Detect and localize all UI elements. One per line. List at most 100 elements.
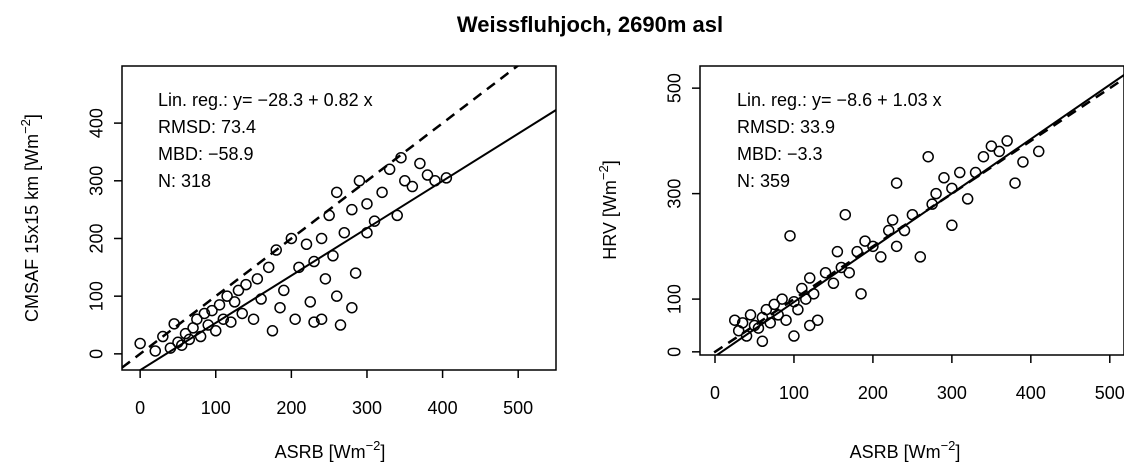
x-axis-label-main: ASRB [Wm: [275, 442, 366, 462]
data-point: [993, 145, 1005, 158]
data-point: [206, 304, 218, 317]
data-point: [804, 319, 816, 332]
data-point: [361, 198, 373, 210]
data-point: [736, 317, 749, 329]
data-point: [368, 215, 381, 227]
data-point: [421, 169, 434, 181]
data-point: [780, 314, 792, 326]
data-point: [228, 296, 241, 308]
x-axis-label-end: ]: [380, 442, 385, 462]
data-point: [315, 313, 328, 325]
data-point: [395, 151, 407, 164]
data-point: [1009, 177, 1021, 189]
y-tick-label: 500: [665, 73, 685, 103]
data-point: [752, 322, 765, 334]
data-point: [213, 299, 226, 311]
data-point: [300, 238, 313, 250]
data-point: [414, 157, 426, 170]
data-point: [855, 288, 867, 300]
plot-area: [708, 74, 1124, 355]
data-point: [835, 261, 848, 274]
x-axis-label-main: ASRB [Wm: [850, 442, 941, 462]
x-tick-label: 400: [1016, 383, 1046, 403]
data-point: [232, 284, 245, 297]
x-tick-label: 200: [858, 383, 888, 403]
data-point: [255, 293, 267, 305]
data-point: [274, 301, 286, 314]
data-point: [898, 224, 911, 237]
data-point: [890, 177, 903, 189]
annotation: N: 318: [158, 171, 211, 191]
data-point: [1001, 135, 1013, 147]
data-point: [349, 267, 362, 279]
data-point: [164, 342, 177, 354]
y-axis-label-sup: −2: [18, 119, 33, 134]
data-point: [179, 327, 192, 340]
data-point: [839, 208, 852, 221]
data-point: [914, 251, 927, 263]
data-point: [867, 240, 879, 253]
data-point: [262, 261, 275, 274]
annotation: MBD: −3.3: [737, 144, 823, 164]
data-point: [875, 251, 887, 263]
y-tick-label: 300: [87, 166, 107, 196]
data-point: [391, 209, 403, 222]
data-point: [247, 313, 260, 325]
data-point: [330, 186, 343, 199]
data-point: [289, 313, 301, 325]
data-point: [198, 307, 211, 320]
y-tick-label: 400: [87, 108, 107, 138]
data-point: [191, 313, 203, 325]
data-point: [827, 277, 840, 290]
x-tick-label: 0: [135, 398, 145, 418]
y-axis-label-main: CMSAF 15x15 km [Wm: [22, 134, 42, 322]
data-point: [796, 282, 808, 295]
y-axis-label-end: ]: [22, 114, 42, 119]
data-point: [776, 293, 788, 305]
x-tick-label: 100: [201, 398, 231, 418]
identity-line: [122, 66, 520, 369]
x-tick-label: 500: [503, 398, 533, 418]
x-tick-label: 300: [937, 383, 967, 403]
data-point: [831, 245, 844, 258]
y-axis-label-sup: −2: [596, 165, 611, 180]
data-point: [330, 290, 343, 302]
data-point: [285, 232, 298, 245]
data-point: [315, 232, 328, 245]
data-point: [278, 284, 290, 297]
y-axis-label-main: HRV [Wm: [600, 180, 620, 260]
data-point: [954, 166, 966, 179]
data-point: [744, 309, 757, 321]
annotation: Lin. reg.: y= −28.3 + 0.82 x: [158, 90, 373, 110]
data-point: [768, 298, 780, 311]
data-point: [225, 316, 237, 328]
x-axis-label: ASRB [Wm−2]: [850, 438, 961, 462]
data-point: [882, 224, 895, 237]
data-point: [792, 303, 804, 316]
plot-frame: [699, 65, 1124, 356]
data-point: [938, 172, 950, 184]
data-point: [217, 313, 230, 325]
data-point: [293, 261, 305, 274]
data-point: [440, 172, 453, 184]
data-point: [985, 140, 998, 152]
data-point: [406, 180, 419, 193]
data-point: [946, 182, 958, 195]
data-point: [221, 290, 233, 302]
regression-line: [138, 109, 556, 370]
data-point: [772, 309, 784, 321]
data-point: [308, 316, 320, 328]
data-point: [134, 337, 146, 350]
data-point: [1032, 145, 1045, 158]
figure-title: Weissfluhjoch, 2690m asl: [457, 12, 723, 37]
data-point: [346, 301, 358, 314]
data-point: [800, 293, 812, 305]
y-tick-label: 200: [87, 223, 107, 253]
y-tick-label: 300: [665, 179, 685, 209]
y-axis-label: HRV [Wm−2]: [596, 160, 620, 260]
x-axis-label: ASRB [Wm−2]: [275, 438, 386, 462]
data-point: [334, 319, 347, 331]
data-point: [319, 273, 332, 285]
y-tick-label: 100: [665, 284, 685, 314]
annotation: MBD: −58.9: [158, 144, 254, 164]
